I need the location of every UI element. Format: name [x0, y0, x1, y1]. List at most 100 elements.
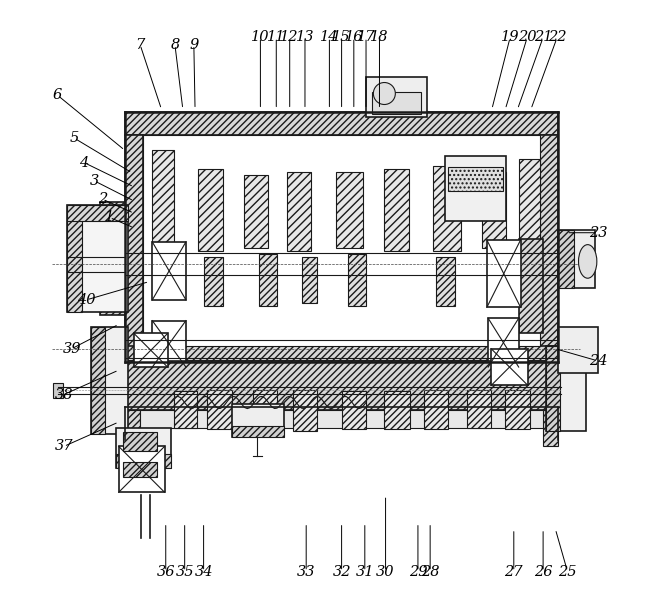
Text: 9: 9 — [189, 38, 199, 51]
Text: 15: 15 — [332, 31, 351, 44]
Bar — [67, 205, 128, 220]
Text: 12: 12 — [280, 31, 299, 44]
Bar — [546, 346, 586, 431]
Bar — [384, 392, 410, 430]
Bar — [546, 346, 560, 431]
Text: 27: 27 — [505, 565, 523, 578]
Text: 1: 1 — [105, 211, 114, 225]
Bar — [259, 254, 278, 306]
Bar — [436, 257, 454, 306]
Bar — [152, 321, 186, 367]
Text: 3: 3 — [90, 174, 99, 188]
Text: 10: 10 — [251, 31, 270, 44]
Text: 24: 24 — [589, 354, 607, 368]
Bar — [88, 220, 101, 300]
Text: 32: 32 — [332, 565, 351, 578]
Bar — [491, 349, 528, 386]
Bar — [491, 257, 507, 306]
Bar — [384, 169, 409, 251]
Text: 36: 36 — [156, 565, 175, 578]
Bar — [174, 392, 197, 428]
Bar — [244, 174, 268, 248]
Text: 28: 28 — [421, 565, 440, 578]
Bar — [558, 230, 595, 288]
Text: 16: 16 — [345, 31, 363, 44]
Bar — [207, 390, 231, 430]
Text: 38: 38 — [54, 387, 73, 401]
Bar — [342, 392, 366, 430]
Bar — [101, 202, 125, 315]
Bar — [287, 171, 311, 251]
Bar — [558, 230, 574, 288]
Bar — [88, 220, 125, 300]
Bar — [152, 151, 174, 251]
Bar — [115, 428, 170, 468]
Bar — [204, 257, 223, 306]
Bar — [505, 390, 529, 430]
Bar — [125, 135, 143, 355]
Text: 8: 8 — [170, 38, 180, 51]
Bar — [101, 236, 125, 282]
Bar — [302, 257, 317, 303]
Bar — [348, 254, 366, 306]
Bar — [448, 167, 503, 191]
Bar — [119, 446, 164, 492]
Text: 40: 40 — [77, 293, 96, 307]
Text: 7: 7 — [136, 38, 145, 51]
Bar — [91, 327, 105, 435]
Ellipse shape — [578, 245, 597, 278]
Circle shape — [373, 83, 395, 105]
Bar — [487, 240, 521, 307]
Bar — [91, 327, 128, 435]
Bar — [67, 205, 82, 312]
Bar — [293, 390, 317, 431]
Bar — [152, 242, 186, 300]
Bar — [543, 410, 558, 446]
Bar — [488, 318, 519, 367]
Bar — [424, 390, 448, 430]
Text: 33: 33 — [297, 565, 315, 578]
Text: 26: 26 — [534, 565, 552, 578]
Text: 20: 20 — [518, 31, 537, 44]
Text: 21: 21 — [534, 31, 552, 44]
Bar — [125, 346, 558, 361]
Text: 11: 11 — [267, 31, 286, 44]
Bar — [446, 157, 507, 220]
Bar — [253, 390, 278, 428]
Bar — [558, 327, 598, 373]
Bar — [54, 383, 62, 398]
Bar — [140, 410, 543, 428]
Bar — [433, 166, 461, 251]
Bar — [540, 135, 558, 355]
Bar — [519, 160, 540, 251]
Bar — [231, 404, 284, 438]
Text: 35: 35 — [175, 565, 194, 578]
Text: 6: 6 — [53, 88, 62, 102]
Text: 19: 19 — [501, 31, 519, 44]
Bar — [143, 135, 540, 346]
Bar — [125, 112, 558, 135]
Bar — [123, 433, 156, 450]
Text: 23: 23 — [589, 226, 607, 240]
Bar — [519, 239, 543, 334]
Text: 18: 18 — [370, 31, 389, 44]
Bar — [123, 461, 156, 477]
Text: 5: 5 — [70, 131, 79, 145]
Text: 31: 31 — [356, 565, 374, 578]
Bar — [336, 171, 363, 248]
Text: 29: 29 — [409, 565, 427, 578]
Text: 14: 14 — [320, 31, 339, 44]
Text: 22: 22 — [548, 31, 566, 44]
Text: 4: 4 — [79, 155, 89, 170]
Bar — [134, 334, 168, 367]
Bar — [482, 171, 507, 248]
Text: 13: 13 — [296, 31, 314, 44]
Text: 34: 34 — [195, 565, 213, 578]
Bar — [125, 410, 140, 446]
Text: 39: 39 — [62, 341, 81, 356]
Bar — [558, 255, 589, 274]
Bar — [467, 390, 491, 428]
Text: 37: 37 — [54, 439, 73, 453]
Text: 2: 2 — [97, 192, 107, 206]
Text: 25: 25 — [558, 565, 577, 578]
